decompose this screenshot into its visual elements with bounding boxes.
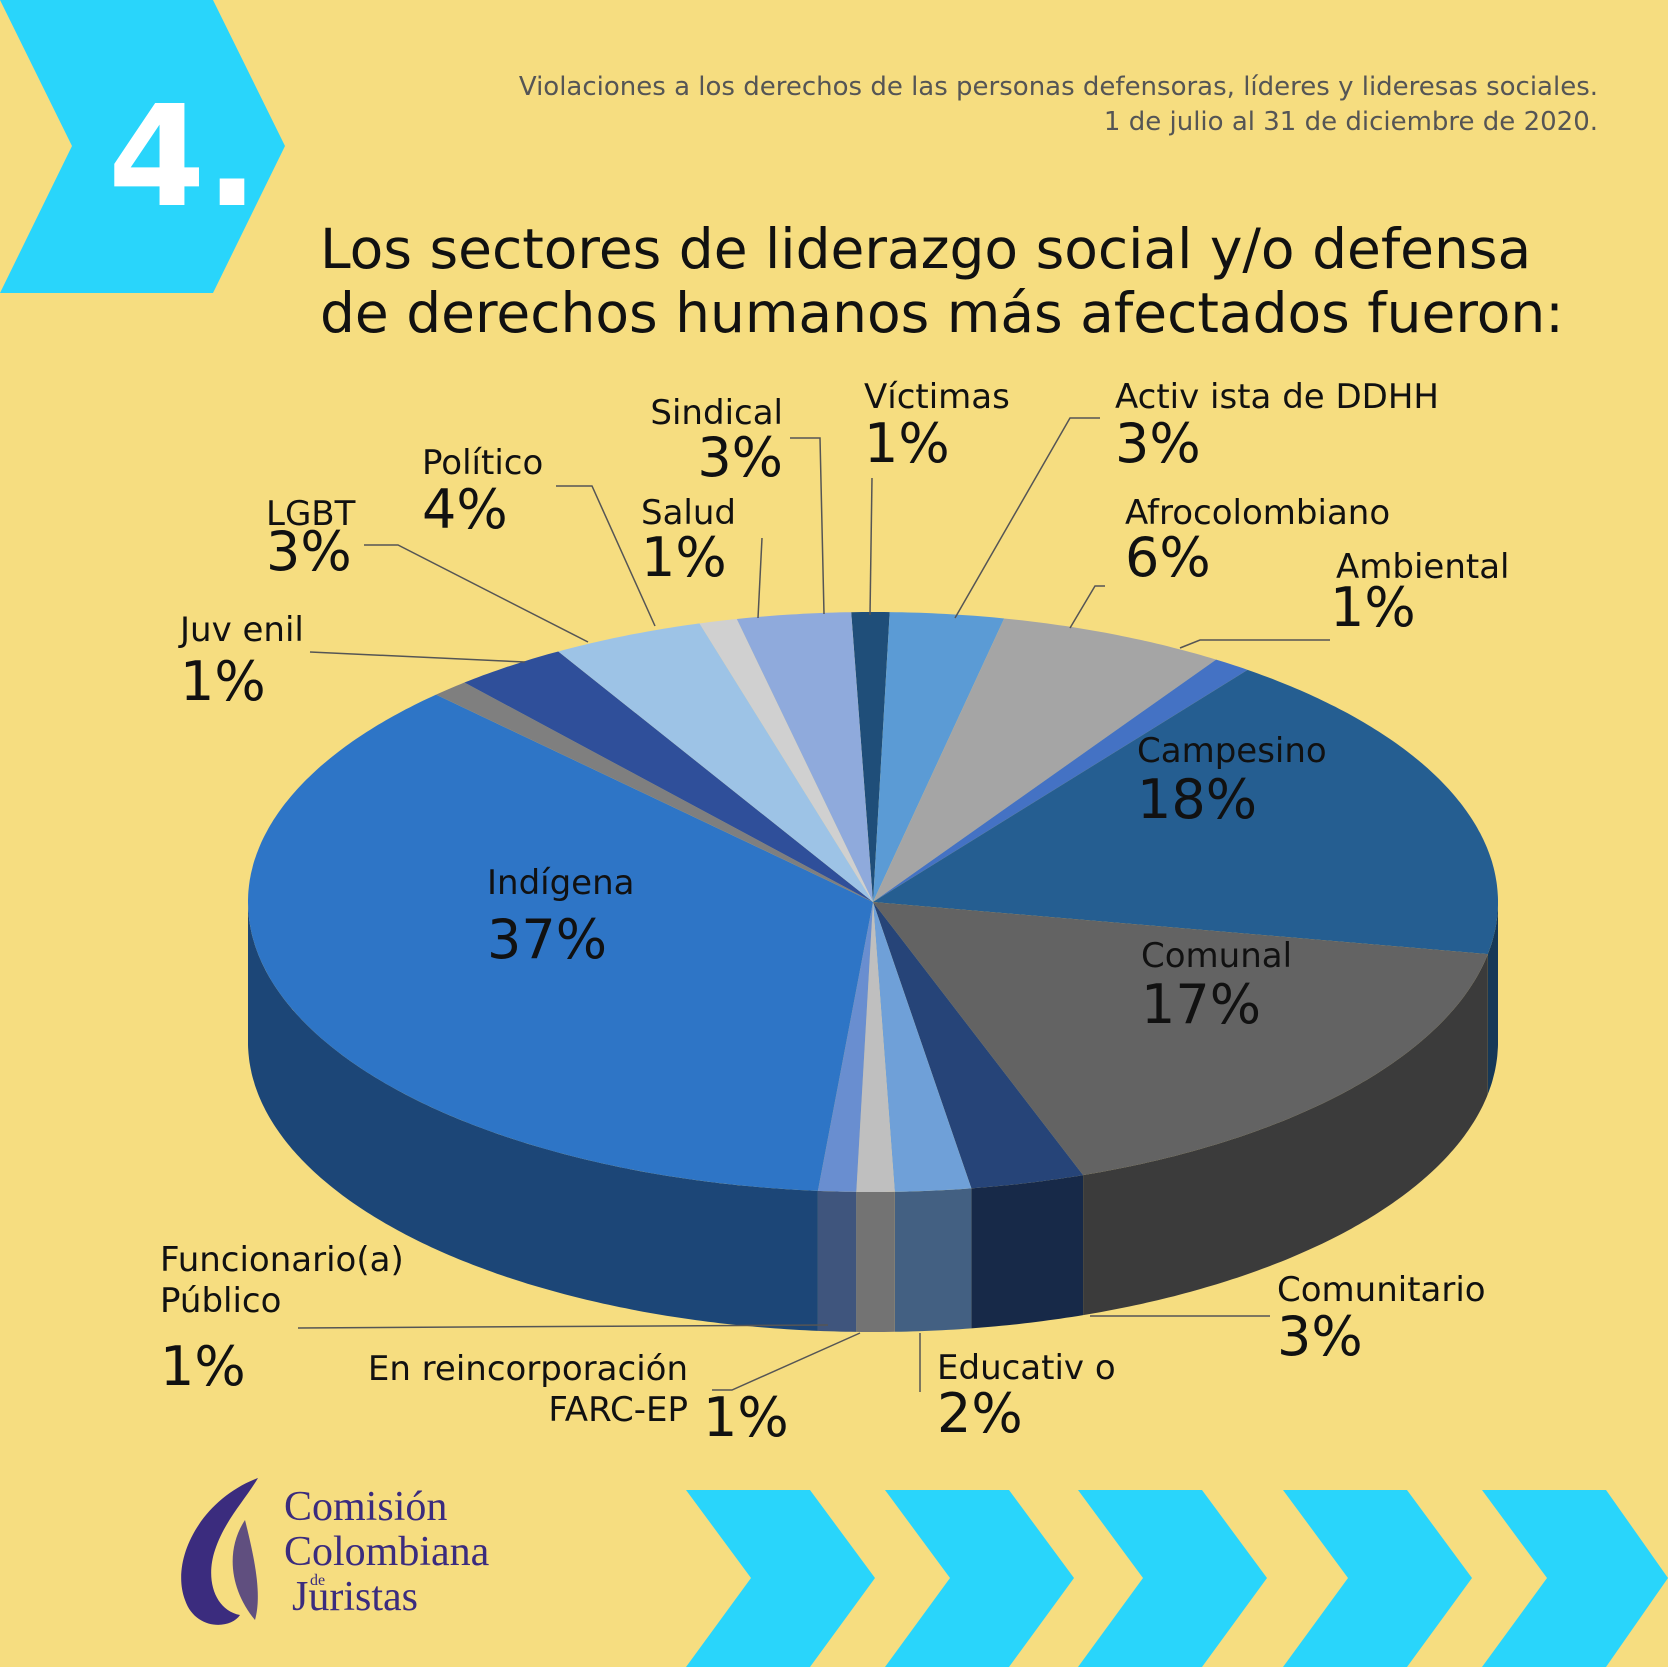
slice-label: Ambiental [1336, 547, 1510, 587]
slice-label: LGBT [266, 494, 356, 534]
value-label: 3% [1277, 1305, 1363, 1368]
slice [464, 651, 873, 902]
slice-label: Político [422, 443, 543, 483]
slice-side [894, 1188, 972, 1332]
value-label: 3% [266, 520, 352, 583]
leader-line [954, 417, 1100, 619]
value-label: 6% [1125, 526, 1211, 589]
slice [873, 618, 1217, 902]
slice-label: Salud [641, 493, 736, 533]
logo-text: de [310, 1572, 325, 1589]
slice [736, 612, 873, 902]
leader-line [790, 437, 825, 615]
leader-line [869, 477, 873, 616]
slice [873, 902, 1488, 1176]
leader-line [309, 651, 526, 663]
leader-line [712, 1332, 861, 1391]
footer-chevrons [686, 1490, 1668, 1667]
badge-number: 4. [108, 76, 259, 239]
logo-text: Comisión [284, 1484, 447, 1530]
leader-line [364, 544, 589, 643]
slice-side [248, 902, 818, 1331]
slice-side [971, 1175, 1084, 1329]
logo: Comisión Colombiana de Juristas [181, 1478, 490, 1625]
leader-line [757, 537, 763, 619]
value-label: 17% [1141, 973, 1261, 1036]
slice [699, 619, 873, 902]
slice [558, 623, 873, 902]
slice [873, 902, 972, 1192]
slice-side [856, 1191, 895, 1332]
slice-label: Educativ o [937, 1348, 1116, 1388]
chart-title: de derechos humanos más afectados fueron… [320, 281, 1564, 345]
slice [873, 659, 1248, 902]
value-label: 37% [487, 908, 607, 971]
value-label: 18% [1137, 768, 1257, 831]
value-label: 4% [422, 478, 508, 541]
slice-side [817, 1190, 857, 1332]
slice-label: Activ ista de DDHH [1115, 377, 1439, 417]
leader-line [556, 485, 656, 627]
leader-line [1179, 639, 1330, 649]
slice-label: Indígena [487, 863, 635, 903]
value-label: 3% [1115, 412, 1201, 475]
chart-title: Los sectores de liderazgo social y/o def… [320, 217, 1531, 281]
slice-label: Comunitario [1277, 1270, 1486, 1310]
value-label: 3% [697, 426, 783, 489]
pie [248, 612, 1498, 1332]
badge-chevron [0, 0, 285, 293]
slice-label: Afrocolombiano [1125, 493, 1390, 533]
slice [851, 612, 890, 902]
value-label: 1% [160, 1335, 246, 1398]
slice-side [1487, 902, 1498, 1095]
slice-label: Sindical [650, 393, 783, 433]
subtitle: Violaciones a los derechos de las person… [519, 72, 1598, 102]
slice [856, 902, 895, 1192]
slice-label: Comunal [1141, 936, 1292, 976]
value-label: 1% [641, 526, 727, 589]
slice-side [1083, 954, 1488, 1316]
slice-label: Víctimas [864, 377, 1010, 417]
slice-label: Funcionario(a) Público [160, 1240, 404, 1321]
slice [817, 902, 873, 1192]
value-label: 1% [1330, 576, 1416, 639]
slice [248, 694, 873, 1191]
leader-line [297, 1324, 829, 1329]
slice [873, 669, 1498, 955]
value-label: 1% [864, 412, 950, 475]
logo-text: Juristas [292, 1574, 418, 1620]
slice [873, 612, 1005, 902]
slice [436, 682, 873, 902]
logo-text: Colombiana [284, 1529, 490, 1575]
slice-label: Campesino [1137, 731, 1327, 771]
slice-label: En reincorporación FARC-EP [368, 1349, 688, 1430]
value-label: 2% [937, 1382, 1023, 1445]
slice-label: Juv enil [178, 610, 304, 650]
value-label: 1% [703, 1386, 789, 1449]
value-label: 1% [180, 650, 266, 713]
leader-line [1069, 585, 1105, 629]
slice [873, 902, 1084, 1189]
subtitle: 1 de julio al 31 de diciembre de 2020. [1104, 107, 1598, 137]
